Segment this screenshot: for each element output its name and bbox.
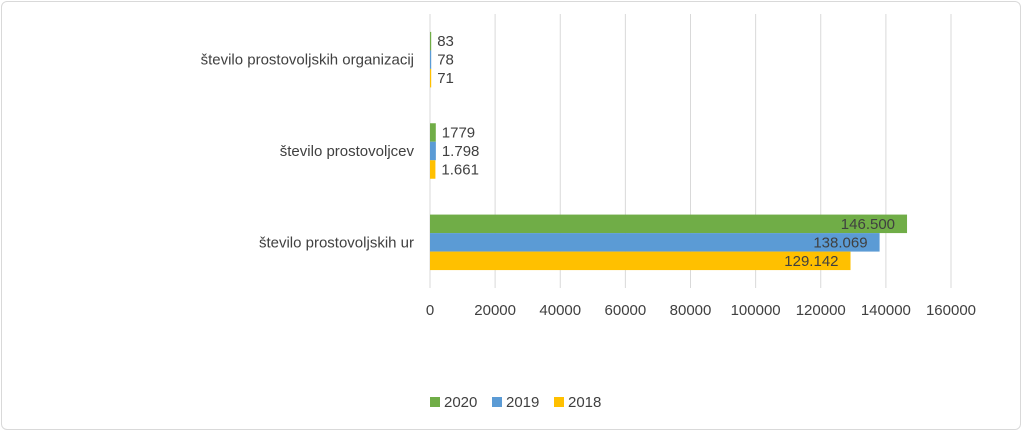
bar [430,31,432,51]
legend-label: 2018 [568,394,601,411]
x-tick-label: 160000 [926,302,976,319]
category-labels: število prostovoljskih organizacij števil… [201,52,415,252]
category-label: število prostovoljcev [280,143,415,160]
x-tick-label: 0 [426,302,434,319]
data-label: 83 [437,33,454,50]
data-label: 146.500 [841,216,895,233]
x-tick-label: 80000 [670,302,712,319]
category-label: število prostovoljskih organizacij [201,52,414,69]
data-label: 78 [437,52,454,69]
x-tick-label: 20000 [474,302,516,319]
legend-label: 2020 [444,394,477,411]
data-label: 1.661 [441,162,479,179]
x-tick-label: 120000 [796,302,846,319]
x-tick-labels: 0 20000 40000 60000 80000 100000 120000 140000 1… [426,302,976,319]
category-label: število prostovoljskih ur [259,234,414,251]
bar [430,123,436,142]
data-label: 1.798 [442,143,480,160]
legend-swatch [430,397,440,407]
data-label: 138.069 [813,234,867,251]
bar [430,160,436,179]
data-label: 129.142 [784,253,838,270]
x-tick-label: 140000 [861,302,911,319]
bar [430,251,851,271]
x-tick-label: 100000 [731,302,781,319]
bar [430,68,432,88]
data-label: 71 [437,70,454,87]
x-tick-label: 60000 [605,302,647,319]
data-label: 1779 [442,125,475,142]
legend-swatch [554,397,564,407]
x-tick-label: 40000 [539,302,581,319]
legend-swatch [492,397,502,407]
legend: 2020 2019 2018 [430,394,601,411]
bar [430,214,908,234]
bar [430,141,436,161]
bar [430,50,432,69]
legend-label: 2019 [506,394,539,411]
bar [430,233,880,252]
